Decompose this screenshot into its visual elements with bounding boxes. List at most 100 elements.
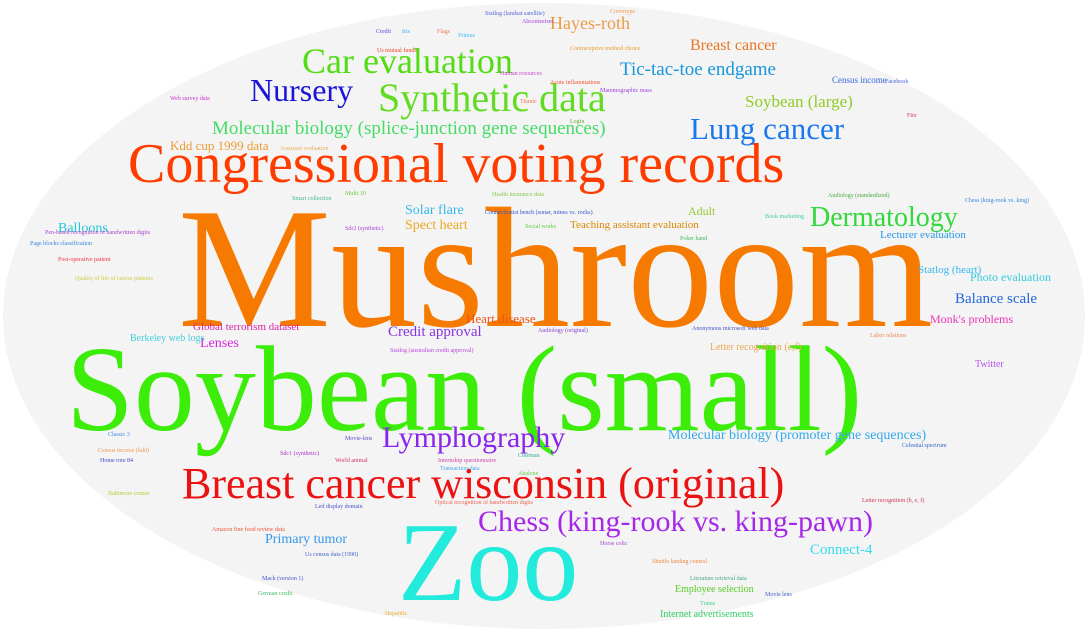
word: Fire (907, 113, 917, 119)
word: Credit approval (388, 324, 482, 340)
word: Primary tumor (265, 532, 347, 547)
word: Nursery (250, 72, 353, 108)
word: Audiology (standardized) (828, 192, 889, 199)
word: Pen-based recognition of handwritten dig… (45, 229, 151, 236)
word: Dermatology (810, 202, 958, 233)
word: Movie lens (765, 592, 792, 598)
word: Lenses (200, 336, 239, 351)
word: Baltimore crimes (108, 491, 150, 497)
word: Contraceptive method choice (570, 46, 641, 52)
word: Labor relations (870, 333, 907, 339)
word: Abalone (518, 471, 539, 477)
word: Internship questionnaire (438, 458, 496, 464)
word: Abcenteeism (522, 19, 554, 25)
word: Assistant evaluation (280, 146, 329, 152)
word: Hayes-roth (550, 13, 630, 33)
word: Home rote 84 (100, 458, 133, 464)
word: Connectionist bench (sonar, mines vs. ro… (485, 209, 593, 216)
word: Coleman (518, 453, 540, 459)
word: Berkeley web logs (130, 333, 205, 344)
cloud-background (3, 3, 1085, 629)
word: Molecular biology (promoter gene sequenc… (668, 428, 926, 443)
word: Titanic (520, 99, 537, 105)
word: Mammographic mass (600, 88, 652, 94)
word: Primus (458, 33, 476, 39)
word: German credit (258, 591, 293, 597)
word: Transaction data (440, 466, 480, 472)
word: Chess (king-rook vs. king) (965, 197, 1029, 204)
word: Quality of life of cancer patients (75, 275, 153, 282)
word: Letter recognition (b, e, f) (862, 497, 924, 504)
word: Led display domain (315, 504, 363, 510)
word: Mushroom (178, 174, 933, 364)
word: Multi 10 (345, 191, 366, 197)
word: Optical recognition of handwritten digit… (435, 499, 534, 506)
word: Anonymous microsoft web data (692, 325, 769, 332)
word: Trains (700, 601, 716, 607)
word: Us mutual funds (377, 47, 417, 54)
word: Credit (376, 29, 391, 35)
word: Acute inflammations (550, 79, 601, 86)
word: Kdd cup 1999 data (170, 138, 269, 153)
word: Global terrorism dataset (193, 321, 299, 333)
word: Mack (version 1) (262, 575, 303, 582)
word: Sdr2 (synthetic) (345, 225, 384, 232)
word: Movie-lens (345, 436, 373, 442)
word: Classic 3 (108, 432, 130, 438)
word: Solar flare (405, 203, 464, 218)
word: Employee selection (675, 584, 754, 595)
word: Monk's problems (930, 312, 1013, 326)
word: Lymphography (382, 421, 565, 454)
word: Twitter (975, 359, 1004, 370)
word: Census income (kdd) (98, 447, 149, 454)
word: Amazon fine food review data (212, 526, 285, 533)
word: Covertype (610, 9, 635, 15)
word: Statlog (landsat satellite) (485, 10, 545, 17)
word: Internet advertisements (660, 609, 754, 620)
word: Health insurance data (492, 192, 544, 198)
word: Congressional voting records (128, 133, 784, 195)
word: Breast cancer wisconsin (original) (182, 459, 784, 508)
word: Statlog (heart) (918, 264, 982, 276)
word: Horse colic (600, 541, 628, 547)
word: Car evaluation (302, 41, 513, 81)
word: Teaching assistant evaluation (570, 219, 699, 231)
word: Human resources (500, 71, 542, 77)
word: Spect heart (405, 218, 468, 233)
word: Shuttle landing control (652, 559, 707, 565)
word: Soybean (large) (745, 92, 853, 111)
word: Census income (832, 75, 887, 85)
word: Social works (525, 224, 557, 230)
word: Breast cancer (690, 37, 777, 54)
word: Zoo (398, 501, 578, 625)
word: Statlog (australian credit approval) (390, 347, 473, 354)
word: World animal (335, 458, 368, 464)
word: Literature retrieval data (690, 576, 747, 582)
word: Sdc1 (synthetic) (280, 450, 319, 457)
word: Flags (437, 29, 451, 35)
word: Connect-4 (810, 542, 873, 558)
word: Page blocks classification (30, 240, 92, 247)
word: Facebook (885, 79, 908, 85)
word: Synthetic data (378, 75, 606, 120)
word: Book marketing (765, 214, 804, 220)
word: Soybean (small) (66, 322, 862, 457)
word: Iris (402, 29, 411, 35)
word: Post-operative patient (58, 257, 111, 263)
word: Web survey data (170, 96, 210, 102)
word: Us census data (1990) (305, 551, 358, 558)
word: Molecular biology (splice-junction gene … (212, 118, 606, 139)
word: Login (570, 119, 584, 125)
word: Lecturer evaluation (880, 229, 966, 241)
word: Hepatitis (385, 611, 407, 617)
word: Adult (688, 204, 716, 218)
word: Tic-tac-toe endgame (620, 59, 776, 80)
word: Balance scale (955, 291, 1037, 307)
word: Photo evaluation (970, 270, 1051, 284)
word: Lung cancer (690, 111, 845, 146)
word: Chess (king-rook vs. king-pawn) (478, 505, 873, 538)
word: Letter recognition (e,f) (710, 342, 801, 353)
word: Poker hand (680, 236, 707, 242)
